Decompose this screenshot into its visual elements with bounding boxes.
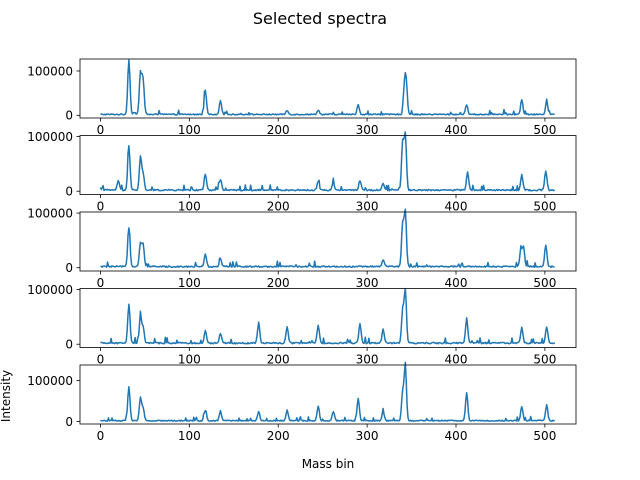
x-tick-label: 200: [267, 200, 290, 214]
spectrum-line-1: [100, 59, 555, 116]
x-tick-label: 300: [356, 276, 379, 290]
axes-frame-2: [79, 135, 577, 195]
spectrum-line-2: [99, 131, 556, 192]
x-tick-label: 100: [178, 353, 201, 367]
x-tick-label: 0: [97, 123, 105, 137]
x-tick-label: 300: [356, 200, 379, 214]
x-tick-label: 500: [533, 353, 556, 367]
x-tick-label: 0: [97, 429, 105, 443]
x-tick-label: 0: [97, 276, 105, 290]
x-tick-label: 400: [445, 429, 468, 443]
y-tick-label: 0: [65, 415, 73, 429]
x-tick-label: 300: [356, 123, 379, 137]
axes-frame-1: [79, 58, 577, 119]
y-tick-label: 100000: [27, 64, 73, 78]
x-tick-label: 0: [97, 353, 105, 367]
x-tick-label: 100: [178, 123, 201, 137]
subplot-2: 0 100 200 300 400 500 0 100000: [27, 130, 577, 214]
x-tick-label: 100: [178, 276, 201, 290]
x-tick-label: 100: [178, 200, 201, 214]
x-tick-label: 400: [445, 353, 468, 367]
x-tick-label: 0: [97, 200, 105, 214]
x-tick-label: 300: [356, 429, 379, 443]
axes-frame-5: [79, 364, 577, 425]
x-tick-label: 400: [445, 276, 468, 290]
x-tick-label: 500: [533, 276, 556, 290]
subplot-5: 0 100 200 300 400 500 0 100000: [27, 361, 577, 443]
subplot-3: 0 100 200 300 400 500 0 100000: [27, 206, 577, 290]
y-axis-label: Intensity: [0, 370, 13, 422]
spectrum-line-4: [100, 287, 556, 345]
x-tick-label: 200: [267, 276, 290, 290]
y-tick-label: 0: [65, 261, 73, 275]
x-tick-label: 300: [356, 353, 379, 367]
subplot-1: 0 100 200 300 400 500 0 100000: [27, 58, 577, 137]
axes-frame-4: [79, 288, 577, 348]
x-axis-label: Mass bin: [302, 457, 355, 471]
y-tick-label: 100000: [27, 206, 73, 220]
figure-title: Selected spectra: [253, 9, 387, 28]
spectrum-line-3: [100, 208, 555, 269]
y-tick-label: 100000: [27, 283, 73, 297]
y-tick-label: 0: [65, 109, 73, 123]
x-tick-label: 200: [267, 429, 290, 443]
x-tick-label: 400: [445, 123, 468, 137]
y-tick-label: 0: [65, 338, 73, 352]
x-tick-label: 100: [178, 429, 201, 443]
x-tick-label: 400: [445, 200, 468, 214]
axes-frame-3: [79, 211, 577, 272]
y-tick-label: 0: [65, 185, 73, 199]
y-tick-label: 100000: [27, 130, 73, 144]
x-tick-label: 500: [533, 123, 556, 137]
x-tick-label: 200: [267, 123, 290, 137]
x-tick-label: 500: [533, 200, 556, 214]
x-tick-label: 200: [267, 353, 290, 367]
y-tick-label: 100000: [27, 374, 73, 388]
subplot-4: 0 100 200 300 400 500 0 100000: [27, 283, 577, 367]
x-tick-label: 500: [533, 429, 556, 443]
spectrum-line-5: [100, 361, 556, 422]
